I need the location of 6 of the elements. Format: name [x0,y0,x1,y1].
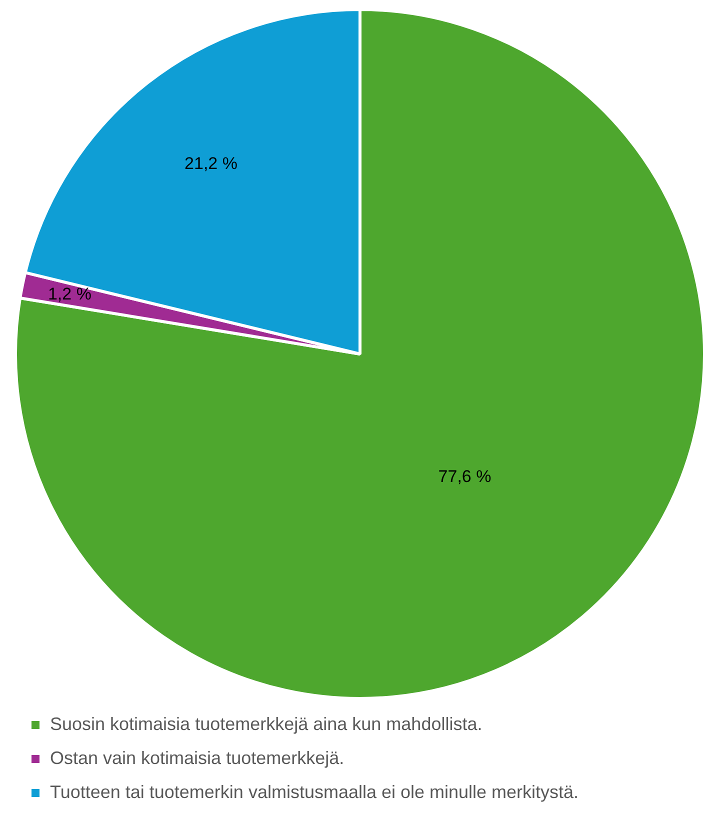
data-label: 1,2 % [48,284,92,304]
data-label: 21,2 % [184,154,238,174]
legend-label: Ostan vain kotimaisia tuotemerkkejä. [50,748,344,768]
data-label: 77,6 % [438,467,492,486]
legend-label: Suosin kotimaisia tuotemerkkejä aina kun mahdollista. [50,714,482,734]
legend-label: Tuotteen tai tuotemerkin valmistusmaalla ei ole minulle merkitystä. [50,782,579,802]
